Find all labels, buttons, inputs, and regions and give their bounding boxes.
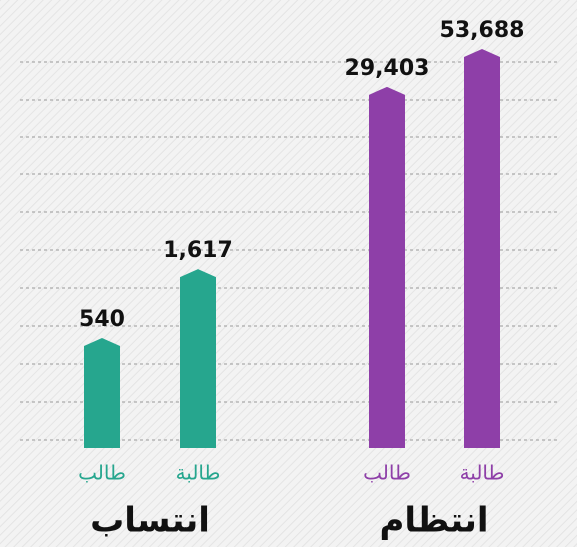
bar: [180, 269, 216, 448]
bar: [369, 86, 405, 448]
value-label: 29,403: [345, 56, 430, 81]
value-label: 53,688: [440, 18, 525, 43]
category-label: طالب: [363, 461, 411, 485]
bar: [84, 338, 120, 448]
bar: [464, 48, 500, 448]
group-label: انتساب: [90, 501, 210, 541]
category-label: طالبة: [460, 461, 505, 485]
value-label: 540: [79, 307, 125, 332]
group-label: انتظام: [379, 501, 488, 541]
category-label: طالبة: [176, 461, 221, 485]
value-label: 1,617: [163, 238, 233, 263]
category-label: طالب: [78, 461, 126, 485]
